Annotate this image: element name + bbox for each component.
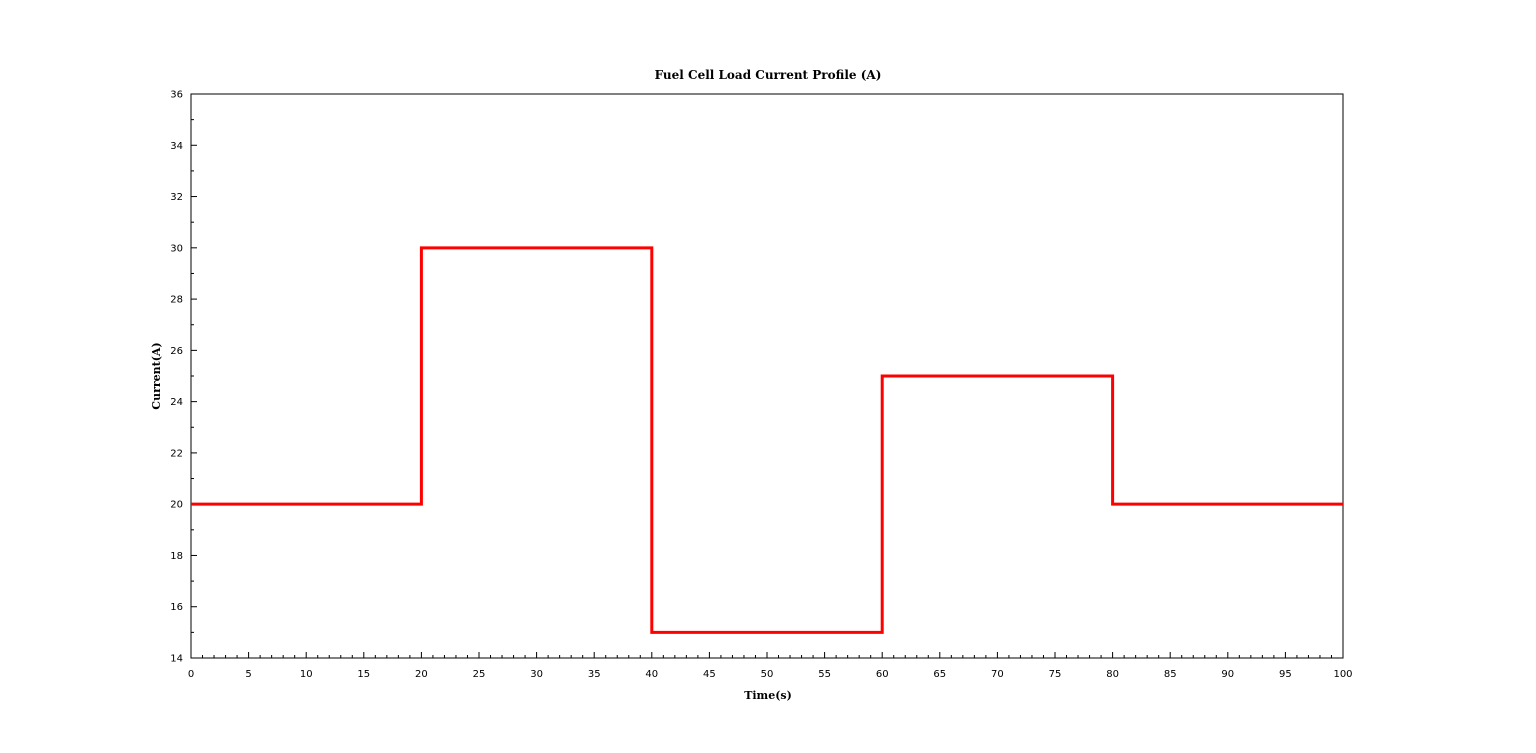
x-tick-label: 85 — [1164, 669, 1177, 680]
y-axis: 14 16 18 20 22 24 26 28 30 32 34 36 — [170, 90, 197, 665]
x-tick-label: 50 — [761, 669, 774, 680]
x-tick-label: 100 — [1333, 669, 1352, 680]
x-axis-label: Time(s) — [744, 689, 792, 702]
x-tick-label: 15 — [357, 669, 370, 680]
y-tick-label: 32 — [170, 192, 183, 203]
x-tick-label: 10 — [300, 669, 313, 680]
y-tick-label: 24 — [170, 397, 183, 408]
y-tick-label: 22 — [170, 448, 183, 459]
x-tick-label: 25 — [473, 669, 486, 680]
chart-title: Fuel Cell Load Current Profile (A) — [655, 68, 882, 82]
x-tick-label: 95 — [1279, 669, 1292, 680]
x-tick-label: 45 — [703, 669, 716, 680]
x-tick-label: 80 — [1106, 669, 1119, 680]
x-tick-label: 90 — [1221, 669, 1234, 680]
y-tick-label: 20 — [170, 500, 183, 511]
x-tick-label: 20 — [415, 669, 428, 680]
y-tick-label: 30 — [170, 243, 183, 254]
series-line-0 — [191, 246, 1343, 634]
y-axis-label: Current(A) — [150, 342, 163, 409]
x-tick-label: 30 — [530, 669, 543, 680]
x-tick-label: 5 — [245, 669, 251, 680]
x-tick-label: 40 — [645, 669, 658, 680]
x-tick-label: 55 — [818, 669, 831, 680]
y-tick-label: 36 — [170, 90, 183, 101]
x-tick-label: 65 — [933, 669, 946, 680]
x-axis: 0 5 10 15 20 25 30 35 40 45 50 55 60 65 70 75 80 85 90 95 10… — [188, 652, 1353, 680]
y-tick-label: 16 — [170, 602, 183, 613]
x-tick-label: 0 — [188, 669, 194, 680]
series-layer — [191, 246, 1343, 634]
y-tick-label: 34 — [170, 141, 183, 152]
minor-ticks — [191, 119, 1332, 658]
y-tick-label: 18 — [170, 551, 183, 562]
y-tick-label: 26 — [170, 346, 183, 357]
y-tick-label: 14 — [170, 654, 183, 665]
x-tick-label: 70 — [991, 669, 1004, 680]
y-tick-label: 28 — [170, 295, 183, 306]
x-tick-label: 75 — [1049, 669, 1062, 680]
x-tick-label: 60 — [876, 669, 889, 680]
x-tick-label: 35 — [588, 669, 601, 680]
